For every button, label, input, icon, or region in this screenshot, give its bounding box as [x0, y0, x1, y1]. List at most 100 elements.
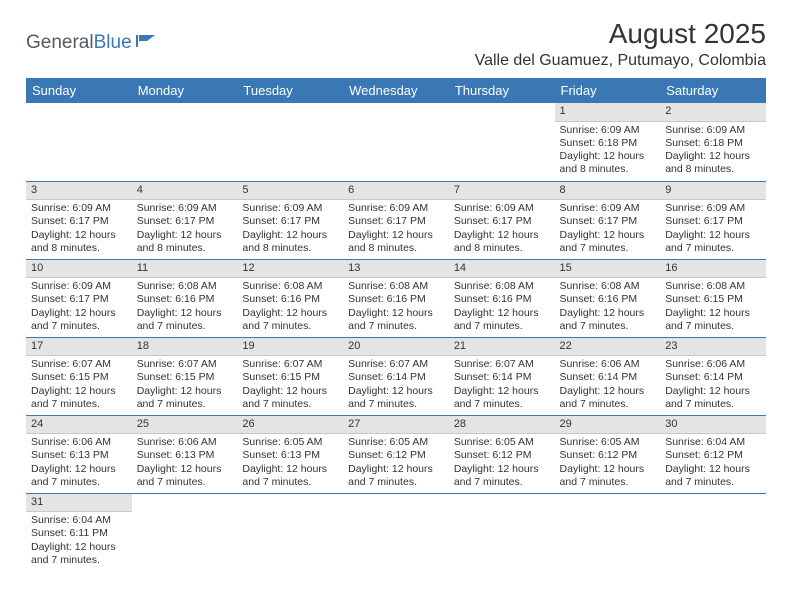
day-sunset: Sunset: 6:15 PM [31, 371, 127, 384]
day-sunrise: Sunrise: 6:04 AM [665, 436, 761, 449]
day-content: Sunrise: 6:08 AMSunset: 6:15 PMDaylight:… [660, 278, 766, 336]
day-sunset: Sunset: 6:13 PM [242, 449, 338, 462]
day-sunset: Sunset: 6:16 PM [242, 293, 338, 306]
day-content: Sunrise: 6:09 AMSunset: 6:18 PMDaylight:… [660, 122, 766, 180]
logo-text-general: General [26, 32, 94, 54]
day-daylight2: and 7 minutes. [560, 476, 656, 489]
day-sunset: Sunset: 6:17 PM [242, 215, 338, 228]
calendar-day-cell [555, 493, 661, 571]
calendar-day-cell [343, 103, 449, 181]
weekday-header: Sunday [26, 78, 132, 103]
day-sunrise: Sunrise: 6:08 AM [665, 280, 761, 293]
day-daylight2: and 8 minutes. [242, 242, 338, 255]
day-number: 24 [26, 416, 132, 435]
weekday-header: Wednesday [343, 78, 449, 103]
day-content: Sunrise: 6:08 AMSunset: 6:16 PMDaylight:… [132, 278, 238, 336]
day-sunset: Sunset: 6:17 PM [348, 215, 444, 228]
day-daylight2: and 7 minutes. [31, 476, 127, 489]
day-sunset: Sunset: 6:18 PM [665, 137, 761, 150]
day-number: 6 [343, 182, 449, 201]
day-daylight1: Daylight: 12 hours [454, 307, 550, 320]
day-daylight1: Daylight: 12 hours [348, 229, 444, 242]
calendar-day-cell: 23Sunrise: 6:06 AMSunset: 6:14 PMDayligh… [660, 337, 766, 415]
day-content: Sunrise: 6:09 AMSunset: 6:17 PMDaylight:… [343, 200, 449, 258]
day-sunset: Sunset: 6:17 PM [31, 215, 127, 228]
day-content: Sunrise: 6:09 AMSunset: 6:17 PMDaylight:… [26, 278, 132, 336]
day-daylight2: and 7 minutes. [348, 320, 444, 333]
calendar-day-cell: 2Sunrise: 6:09 AMSunset: 6:18 PMDaylight… [660, 103, 766, 181]
calendar-day-cell: 17Sunrise: 6:07 AMSunset: 6:15 PMDayligh… [26, 337, 132, 415]
day-content: Sunrise: 6:06 AMSunset: 6:14 PMDaylight:… [555, 356, 661, 414]
day-number: 16 [660, 260, 766, 279]
calendar-week-row: 10Sunrise: 6:09 AMSunset: 6:17 PMDayligh… [26, 259, 766, 337]
calendar-week-row: 1Sunrise: 6:09 AMSunset: 6:18 PMDaylight… [26, 103, 766, 181]
day-sunset: Sunset: 6:14 PM [348, 371, 444, 384]
day-sunset: Sunset: 6:17 PM [560, 215, 656, 228]
day-daylight2: and 7 minutes. [242, 476, 338, 489]
day-sunrise: Sunrise: 6:06 AM [560, 358, 656, 371]
calendar-day-cell: 26Sunrise: 6:05 AMSunset: 6:13 PMDayligh… [237, 415, 343, 493]
day-sunrise: Sunrise: 6:05 AM [560, 436, 656, 449]
day-daylight2: and 8 minutes. [348, 242, 444, 255]
calendar-day-cell: 15Sunrise: 6:08 AMSunset: 6:16 PMDayligh… [555, 259, 661, 337]
day-content: Sunrise: 6:05 AMSunset: 6:12 PMDaylight:… [555, 434, 661, 492]
day-content: Sunrise: 6:06 AMSunset: 6:14 PMDaylight:… [660, 356, 766, 414]
day-daylight1: Daylight: 12 hours [665, 307, 761, 320]
calendar-day-cell: 22Sunrise: 6:06 AMSunset: 6:14 PMDayligh… [555, 337, 661, 415]
day-daylight2: and 8 minutes. [560, 163, 656, 176]
day-daylight2: and 7 minutes. [31, 398, 127, 411]
day-daylight1: Daylight: 12 hours [665, 463, 761, 476]
day-daylight2: and 7 minutes. [454, 476, 550, 489]
day-sunset: Sunset: 6:17 PM [454, 215, 550, 228]
calendar-day-cell: 8Sunrise: 6:09 AMSunset: 6:17 PMDaylight… [555, 181, 661, 259]
day-daylight1: Daylight: 12 hours [454, 385, 550, 398]
day-sunrise: Sunrise: 6:09 AM [560, 124, 656, 137]
weekday-header: Friday [555, 78, 661, 103]
day-daylight2: and 7 minutes. [31, 320, 127, 333]
day-sunrise: Sunrise: 6:05 AM [348, 436, 444, 449]
flag-icon [135, 33, 157, 54]
calendar-day-cell: 18Sunrise: 6:07 AMSunset: 6:15 PMDayligh… [132, 337, 238, 415]
day-content: Sunrise: 6:06 AMSunset: 6:13 PMDaylight:… [132, 434, 238, 492]
logo-text-blue: Blue [94, 32, 132, 54]
day-content: Sunrise: 6:04 AMSunset: 6:11 PMDaylight:… [26, 512, 132, 570]
calendar-day-cell: 27Sunrise: 6:05 AMSunset: 6:12 PMDayligh… [343, 415, 449, 493]
day-daylight2: and 7 minutes. [242, 320, 338, 333]
day-sunset: Sunset: 6:14 PM [454, 371, 550, 384]
day-content: Sunrise: 6:07 AMSunset: 6:15 PMDaylight:… [132, 356, 238, 414]
title-block: August 2025 Valle del Guamuez, Putumayo,… [475, 18, 766, 70]
day-sunrise: Sunrise: 6:07 AM [348, 358, 444, 371]
day-daylight1: Daylight: 12 hours [665, 229, 761, 242]
day-number: 12 [237, 260, 343, 279]
day-daylight2: and 7 minutes. [665, 476, 761, 489]
day-sunrise: Sunrise: 6:09 AM [242, 202, 338, 215]
day-daylight1: Daylight: 12 hours [31, 307, 127, 320]
day-daylight1: Daylight: 12 hours [454, 463, 550, 476]
day-number: 29 [555, 416, 661, 435]
calendar-week-row: 3Sunrise: 6:09 AMSunset: 6:17 PMDaylight… [26, 181, 766, 259]
day-daylight2: and 7 minutes. [665, 398, 761, 411]
calendar-day-cell [343, 493, 449, 571]
calendar-day-cell: 3Sunrise: 6:09 AMSunset: 6:17 PMDaylight… [26, 181, 132, 259]
day-daylight1: Daylight: 12 hours [242, 307, 338, 320]
weekday-header: Tuesday [237, 78, 343, 103]
calendar-week-row: 31Sunrise: 6:04 AMSunset: 6:11 PMDayligh… [26, 493, 766, 571]
calendar-day-cell [26, 103, 132, 181]
day-content: Sunrise: 6:06 AMSunset: 6:13 PMDaylight:… [26, 434, 132, 492]
day-daylight1: Daylight: 12 hours [665, 150, 761, 163]
calendar-day-cell: 19Sunrise: 6:07 AMSunset: 6:15 PMDayligh… [237, 337, 343, 415]
day-number: 18 [132, 338, 238, 357]
day-daylight1: Daylight: 12 hours [242, 463, 338, 476]
day-sunrise: Sunrise: 6:04 AM [31, 514, 127, 527]
day-sunrise: Sunrise: 6:08 AM [348, 280, 444, 293]
day-content: Sunrise: 6:08 AMSunset: 6:16 PMDaylight:… [449, 278, 555, 336]
day-daylight2: and 8 minutes. [31, 242, 127, 255]
calendar-day-cell: 14Sunrise: 6:08 AMSunset: 6:16 PMDayligh… [449, 259, 555, 337]
header: GeneralBlue August 2025 Valle del Guamue… [26, 18, 766, 70]
calendar-day-cell: 6Sunrise: 6:09 AMSunset: 6:17 PMDaylight… [343, 181, 449, 259]
day-number: 3 [26, 182, 132, 201]
day-sunrise: Sunrise: 6:08 AM [454, 280, 550, 293]
day-number: 7 [449, 182, 555, 201]
day-number: 5 [237, 182, 343, 201]
calendar-week-row: 17Sunrise: 6:07 AMSunset: 6:15 PMDayligh… [26, 337, 766, 415]
